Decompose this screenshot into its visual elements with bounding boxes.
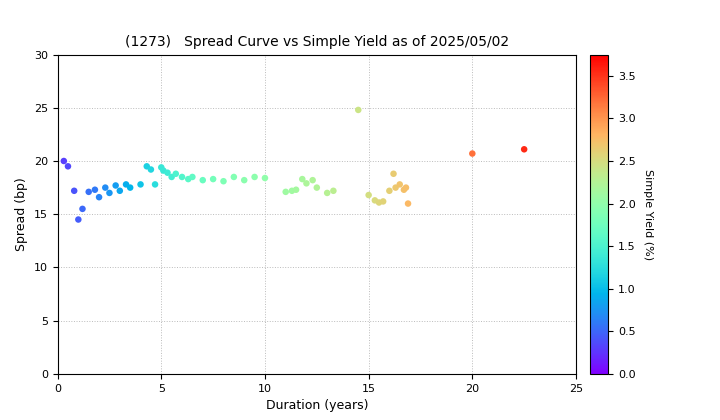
Point — [99, 184, 111, 191]
Y-axis label: Simple Yield (%): Simple Yield (%) — [642, 169, 652, 260]
Point — [301, 180, 312, 187]
Point — [145, 166, 157, 173]
Point — [228, 173, 240, 180]
Point — [321, 189, 333, 196]
Point — [384, 187, 395, 194]
Point — [328, 187, 339, 194]
Point — [369, 197, 381, 204]
Point — [353, 107, 364, 113]
Point — [197, 177, 209, 184]
Point — [363, 192, 374, 198]
Point — [83, 189, 94, 195]
Point — [398, 186, 410, 193]
Point — [156, 164, 167, 171]
Point — [311, 184, 323, 191]
Point — [120, 181, 132, 188]
Point — [89, 186, 101, 193]
Point — [125, 184, 136, 191]
Point — [394, 181, 405, 188]
Point — [135, 181, 146, 188]
Point — [286, 187, 297, 194]
Point — [62, 163, 73, 170]
Point — [238, 177, 250, 184]
Point — [402, 200, 414, 207]
Point — [176, 173, 188, 180]
Point — [280, 189, 292, 195]
Point — [110, 182, 122, 189]
Point — [182, 176, 194, 182]
Y-axis label: Spread (bp): Spread (bp) — [15, 177, 28, 251]
Point — [400, 184, 412, 191]
Point — [388, 171, 400, 177]
Point — [307, 177, 318, 184]
Point — [166, 173, 177, 180]
Point — [518, 146, 530, 152]
X-axis label: Duration (years): Duration (years) — [266, 399, 368, 412]
Point — [170, 171, 181, 177]
Point — [77, 205, 89, 212]
Point — [217, 178, 229, 184]
Point — [290, 186, 302, 193]
Point — [377, 198, 389, 205]
Point — [149, 181, 161, 188]
Point — [68, 187, 80, 194]
Point — [390, 184, 401, 191]
Point — [158, 167, 169, 174]
Point — [186, 173, 198, 180]
Point — [297, 176, 308, 182]
Point — [94, 194, 105, 200]
Point — [114, 187, 125, 194]
Point — [207, 176, 219, 182]
Title: (1273)   Spread Curve vs Simple Yield as of 2025/05/02: (1273) Spread Curve vs Simple Yield as o… — [125, 35, 509, 49]
Point — [104, 189, 115, 196]
Point — [58, 158, 70, 164]
Point — [259, 175, 271, 181]
Point — [141, 163, 153, 170]
Point — [162, 169, 174, 176]
Point — [249, 173, 261, 180]
Point — [373, 199, 384, 206]
Point — [73, 216, 84, 223]
Point — [467, 150, 478, 157]
